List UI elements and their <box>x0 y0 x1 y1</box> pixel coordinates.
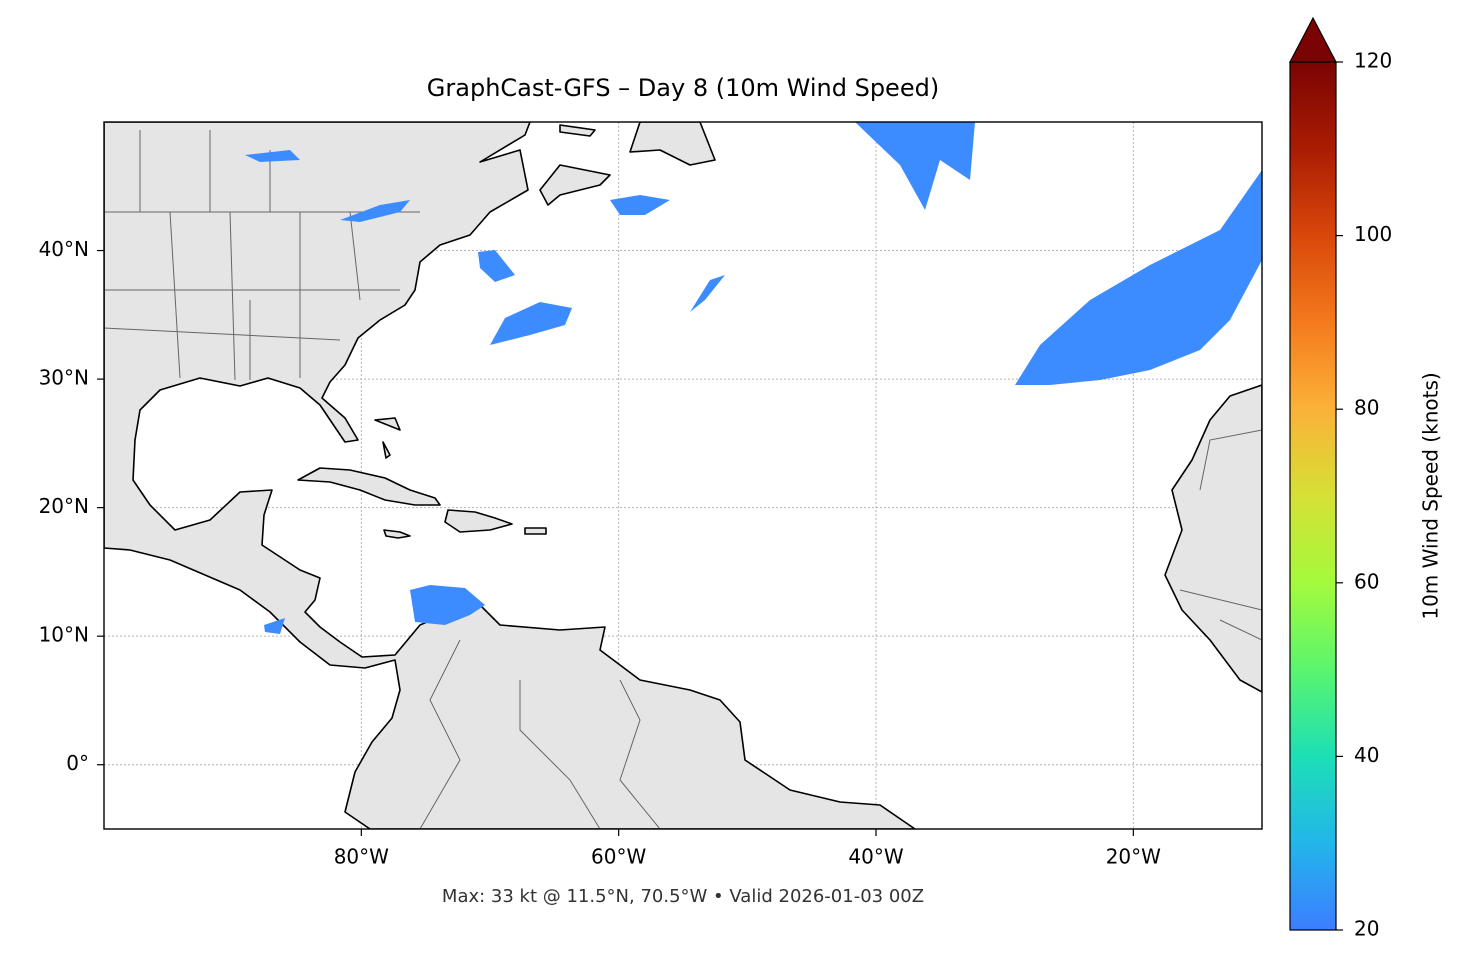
x-tick-label: 20°W <box>1106 845 1161 869</box>
colorbar-extend <box>1289 16 1337 63</box>
puerto-rico <box>524 527 547 535</box>
x-tick-label: 40°W <box>848 845 903 869</box>
colorbar-tick-label: 60 <box>1354 569 1379 593</box>
colorbar-tick-label: 40 <box>1354 743 1379 767</box>
wind-areas <box>245 122 1262 634</box>
chart-title: GraphCast-GFS – Day 8 (10m Wind Speed) <box>427 74 939 102</box>
x-tick-label: 80°W <box>334 845 389 869</box>
colorbar-tick-label: 20 <box>1354 917 1379 941</box>
canada-east <box>539 122 716 206</box>
axes: 80°W 60°W 40°W 20°W 0° 10°N 20°N 30°N 40°N <box>39 237 1162 868</box>
bahamas <box>374 417 401 459</box>
africa <box>1164 384 1262 693</box>
colorbar-tick-label: 100 <box>1354 222 1392 246</box>
hispaniola <box>444 509 513 533</box>
x-tick-label: 60°W <box>591 845 646 869</box>
y-tick-label: 30°N <box>39 366 89 390</box>
y-tick-label: 10°N <box>39 623 89 647</box>
plot-frame <box>103 121 1263 830</box>
cuba <box>297 467 441 506</box>
jamaica <box>383 529 411 539</box>
colorbar-tick-label: 120 <box>1354 49 1392 73</box>
colorbar <box>1289 61 1337 931</box>
colorbar-label: 10m Wind Speed (knots) <box>1419 372 1443 619</box>
borders <box>104 130 1262 829</box>
footer-note: Max: 33 kt @ 11.5°N, 70.5°W • Valid 2026… <box>442 886 924 907</box>
map <box>104 122 1262 829</box>
colorbar-ticks: 20 40 60 80 100 120 <box>1336 49 1392 941</box>
y-tick-label: 0° <box>66 751 89 775</box>
y-tick-label: 40°N <box>39 237 89 261</box>
y-tick-label: 20°N <box>39 494 89 518</box>
colorbar-tick-label: 80 <box>1354 396 1379 420</box>
americas <box>104 122 916 829</box>
